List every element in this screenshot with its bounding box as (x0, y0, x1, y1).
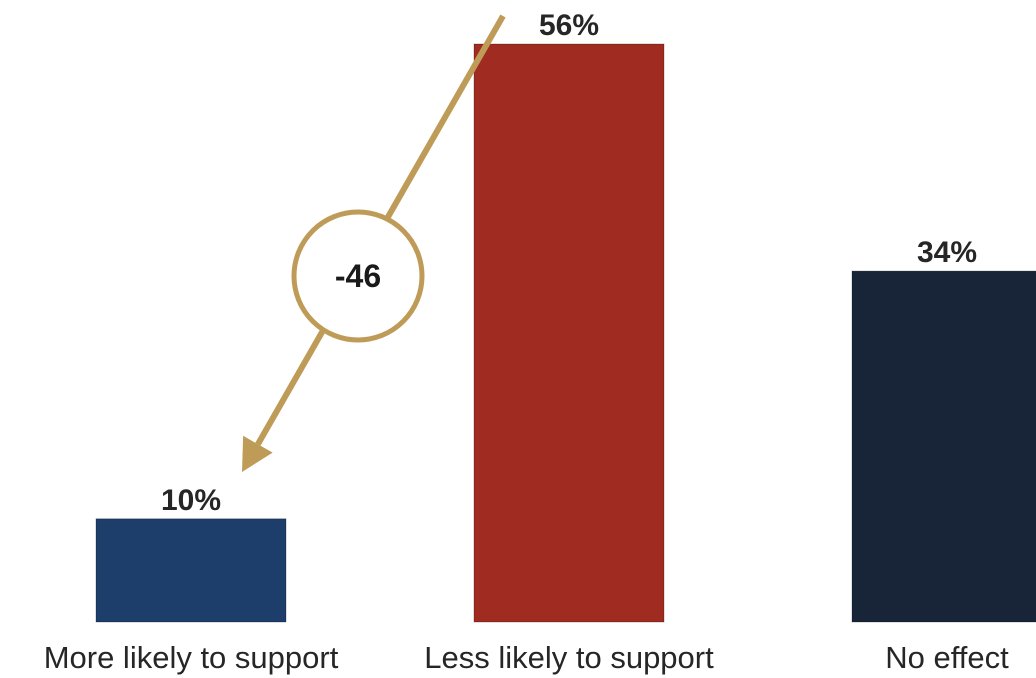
data-label-1: 10% (161, 484, 221, 517)
difference-callout: -46 (242, 14, 506, 472)
callout-circle (291, 209, 425, 343)
callout-difference-label: -46 (335, 258, 381, 294)
data-label-3: 34% (917, 236, 977, 269)
bar-3 (851, 270, 1036, 623)
category-label-3: No effect (885, 640, 1009, 675)
bar-1 (95, 518, 287, 623)
callout-arrow-line-upper (385, 14, 506, 219)
data-label-2: 56% (539, 9, 599, 42)
category-label-2: Less likely to support (424, 640, 714, 675)
category-label-1: More likely to support (44, 640, 339, 675)
bars-layer: 10% More likely to support 56% Less likely … (44, 9, 1036, 675)
callout-arrow-line-lower (255, 330, 325, 446)
callout-arrowhead (242, 435, 273, 472)
bar-2 (473, 43, 665, 623)
